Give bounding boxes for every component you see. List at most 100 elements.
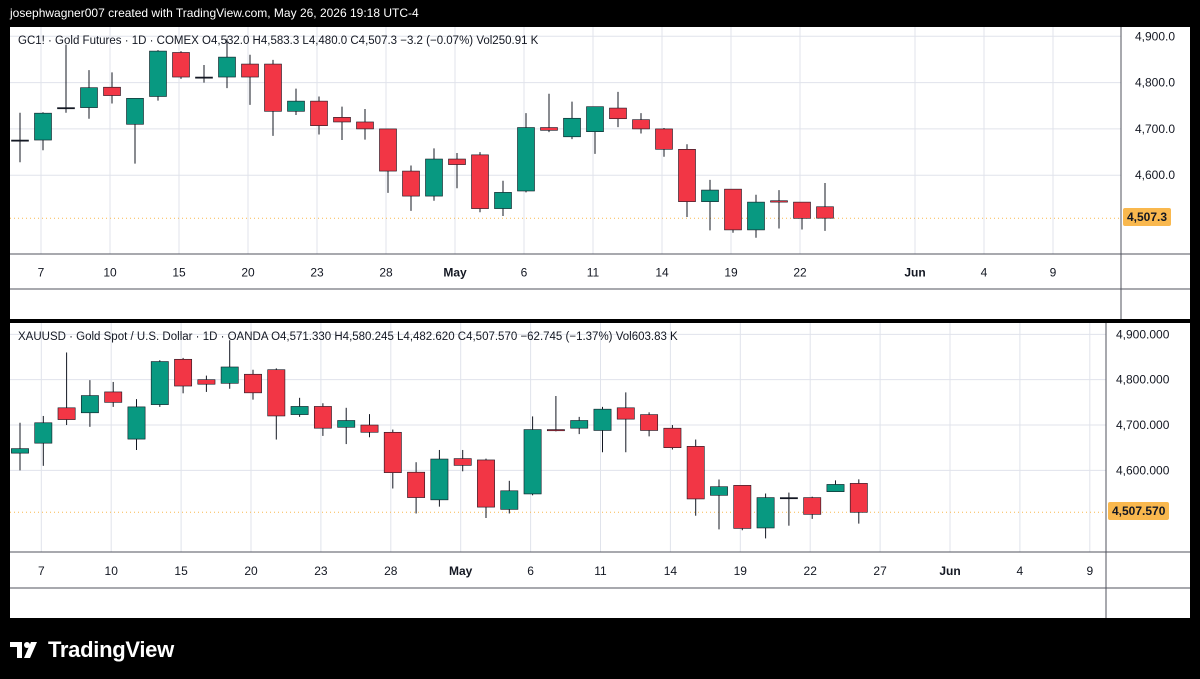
candle-down[interactable]	[172, 52, 190, 78]
x-tick-label: 4	[981, 266, 988, 280]
candle-up[interactable]	[826, 484, 845, 492]
candle-down[interactable]	[471, 154, 489, 209]
x-tick-label: 20	[244, 564, 258, 578]
tradingview-logo[interactable]: TradingView	[10, 636, 174, 664]
candle-down[interactable]	[267, 369, 286, 417]
x-tick-label: 27	[873, 564, 887, 578]
x-tick-label: 9	[1050, 266, 1057, 280]
x-tick-label: 9	[1086, 564, 1093, 578]
candle-up[interactable]	[11, 448, 29, 454]
candle-down[interactable]	[360, 424, 379, 433]
candle-down[interactable]	[733, 485, 752, 529]
candle-down[interactable]	[241, 63, 259, 78]
candle-down[interactable]	[678, 149, 696, 202]
candle-down[interactable]	[104, 391, 123, 403]
candle-up[interactable]	[220, 366, 239, 384]
candle-down[interactable]	[640, 414, 659, 431]
candle-down[interactable]	[816, 206, 834, 219]
candle-up[interactable]	[290, 406, 309, 415]
candle-down[interactable]	[313, 406, 332, 429]
x-tick-label: 20	[241, 266, 255, 280]
x-tick-label: 11	[587, 266, 600, 280]
candle-down[interactable]	[477, 459, 495, 508]
candle-up[interactable]	[195, 76, 213, 79]
chart-pane-gc1[interactable]: GC1! · Gold Futures · 1D · COMEX O4,532.…	[10, 27, 1190, 319]
candle-down[interactable]	[724, 188, 742, 231]
candle-up[interactable]	[80, 87, 98, 108]
candle-up[interactable]	[747, 201, 765, 231]
candle-up[interactable]	[287, 100, 305, 112]
candle-down[interactable]	[770, 200, 788, 203]
candle-down[interactable]	[310, 100, 328, 126]
candle-down[interactable]	[379, 128, 397, 172]
candle-up[interactable]	[218, 56, 236, 78]
candle-down[interactable]	[197, 379, 216, 385]
x-tick-label: 7	[38, 266, 45, 280]
x-tick-label: 19	[724, 266, 738, 280]
chart-pane-xauusd[interactable]: XAUUSD · Gold Spot / U.S. Dollar · 1D · …	[10, 323, 1190, 618]
candle-down[interactable]	[244, 373, 262, 394]
chart-svg-xauusd[interactable]: 4,900.000 4,800.000 4,700.000 4,600.000 7 10 1…	[10, 323, 1190, 618]
candle-down[interactable]	[356, 121, 374, 130]
candle-down[interactable]	[264, 63, 282, 112]
candle-up[interactable]	[570, 420, 589, 429]
candle-up[interactable]	[586, 106, 604, 132]
y-tick-label: 4,800.0	[1135, 76, 1175, 90]
x-tick-label: 11	[594, 564, 607, 578]
candle-up[interactable]	[500, 490, 519, 510]
candle-down[interactable]	[103, 86, 121, 96]
candle-down[interactable]	[540, 127, 558, 131]
candle-up[interactable]	[494, 192, 512, 209]
candle-down[interactable]	[663, 427, 682, 449]
candle-down[interactable]	[448, 158, 466, 165]
candle-up[interactable]	[430, 458, 449, 501]
x-tick-label: 22	[793, 266, 807, 280]
x-tick-label: 14	[664, 564, 678, 578]
x-tick-label: 10	[103, 266, 117, 280]
candle-down[interactable]	[546, 429, 565, 432]
created-by-caption: josephwagner007 created with TradingView…	[10, 6, 419, 20]
candle-down[interactable]	[849, 483, 868, 513]
candle-up[interactable]	[80, 395, 99, 414]
candle-up[interactable]	[523, 429, 542, 495]
candle-down[interactable]	[174, 358, 193, 387]
candle-up[interactable]	[337, 420, 356, 428]
candle-down[interactable]	[57, 407, 76, 420]
symbol-legend-xauusd[interactable]: XAUUSD · Gold Spot / U.S. Dollar · 1D · …	[18, 331, 678, 343]
candle-up[interactable]	[149, 50, 167, 97]
candle-up[interactable]	[57, 107, 75, 110]
x-tick-label: 15	[174, 564, 188, 578]
candle-down[interactable]	[407, 471, 426, 498]
candle-down[interactable]	[453, 458, 472, 466]
candle-down[interactable]	[655, 128, 673, 150]
candle-up[interactable]	[756, 497, 775, 529]
chart-svg-gc1[interactable]: 4,900.0 4,800.0 4,700.0 4,600.0 7 10 15 20 23 28 M…	[10, 27, 1190, 319]
candle-up[interactable]	[34, 112, 52, 141]
candle-down[interactable]	[686, 446, 705, 500]
x-tick-label: 15	[172, 266, 186, 280]
x-tick-label: 6	[521, 266, 528, 280]
candle-up[interactable]	[126, 98, 144, 125]
candle-up[interactable]	[150, 361, 169, 405]
candle-down[interactable]	[402, 170, 420, 197]
candle-down[interactable]	[803, 497, 822, 515]
candle-down[interactable]	[632, 119, 650, 130]
candle-up[interactable]	[517, 127, 535, 192]
candle-up[interactable]	[593, 408, 612, 431]
candle-down[interactable]	[616, 407, 635, 420]
y-tick-label: 4,600.0	[1135, 168, 1175, 182]
candle-up[interactable]	[34, 422, 53, 444]
y-tick-label: 4,600.000	[1116, 463, 1170, 477]
candle-down[interactable]	[609, 107, 627, 120]
candle-up[interactable]	[11, 139, 29, 142]
candle-down[interactable]	[793, 201, 811, 219]
candle-up[interactable]	[563, 117, 581, 138]
candle-down[interactable]	[383, 431, 402, 473]
candle-up[interactable]	[779, 497, 798, 500]
symbol-legend-gc1[interactable]: GC1! · Gold Futures · 1D · COMEX O4,532.…	[18, 35, 539, 47]
candle-down[interactable]	[333, 117, 351, 123]
candle-up[interactable]	[701, 189, 719, 202]
candle-up[interactable]	[425, 158, 443, 197]
candle-up[interactable]	[710, 486, 728, 496]
candle-up[interactable]	[127, 406, 146, 440]
